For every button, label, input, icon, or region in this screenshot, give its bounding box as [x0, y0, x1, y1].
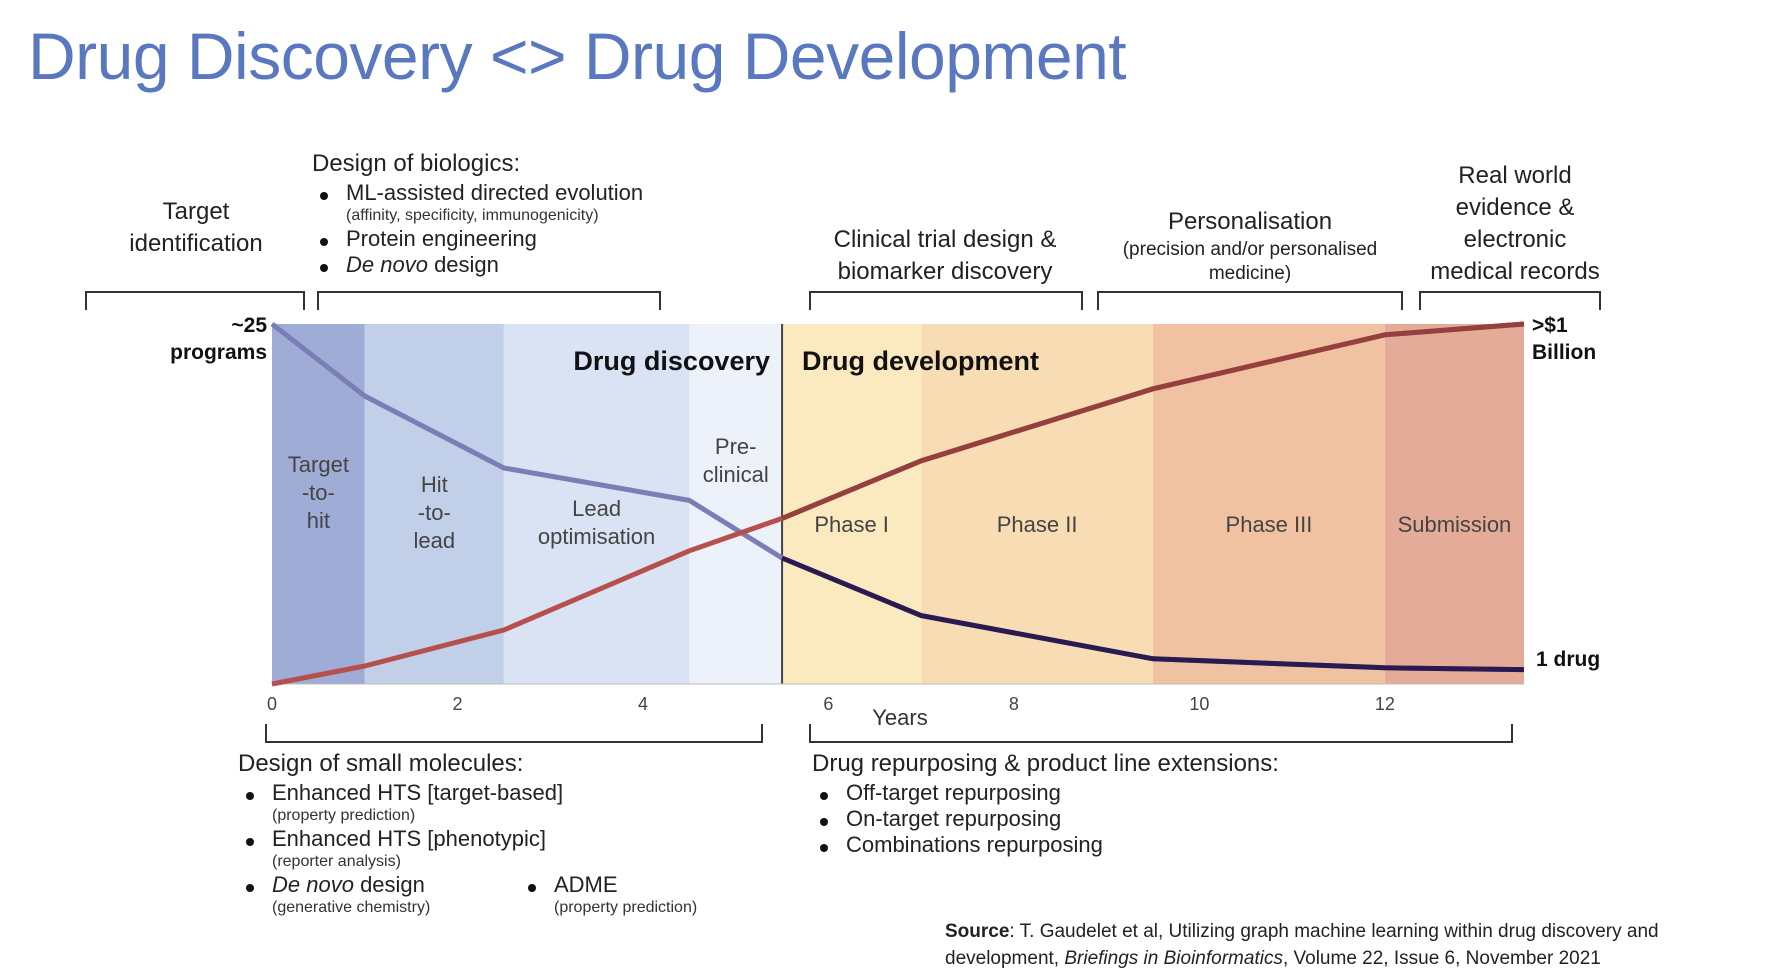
stage-label: Lead [572, 496, 621, 521]
stage-label: Target [288, 452, 349, 477]
stage-band-4 [782, 324, 922, 684]
stage-label: Phase III [1226, 512, 1313, 537]
list-item: De novo design [312, 252, 643, 278]
stage-band-5 [921, 324, 1154, 684]
stage-label: Phase I [814, 512, 889, 537]
stage-label: Hit [421, 472, 448, 497]
stage-label: Submission [1398, 512, 1512, 537]
drug-discovery-label: Drug discovery [573, 346, 770, 376]
right-top-value: >$1 [1532, 314, 1568, 337]
stage-label: hit [307, 508, 330, 533]
list-item: Enhanced HTS [phenotypic] (reporter anal… [238, 826, 563, 872]
list-item: De novo design (generative chemistry) [238, 872, 563, 918]
list-item: Off-target repurposing [812, 780, 1279, 806]
stage-label: optimisation [538, 524, 655, 549]
list-item: On-target repurposing [812, 806, 1279, 832]
x-tick-label: 4 [638, 694, 648, 714]
repurposing-section: Drug repurposing & product line extensio… [812, 748, 1279, 858]
x-ticks: 0 2 4 6 8 10 12 [267, 694, 1395, 714]
stage-label: Pre- [715, 434, 757, 459]
biologics-section: Design of biologics: ML-assisted directe… [312, 148, 643, 278]
stage-label: lead [413, 528, 455, 553]
stage-label: Phase II [997, 512, 1078, 537]
stage-band-7 [1384, 324, 1524, 684]
brackets [85, 291, 1601, 743]
real-world-evidence-header: Real world evidence & electronic medical… [1430, 162, 1600, 285]
left-top-unit: programs [170, 341, 267, 364]
bracket-personalisation [1097, 291, 1403, 310]
x-axis-label: Years [872, 705, 927, 730]
small-molecules-section: Design of small molecules: Enhanced HTS … [238, 748, 563, 918]
right-bottom-label: 1 drug [1536, 648, 1600, 671]
stage-label: clinical [703, 462, 769, 487]
target-identification-header: Target identification [129, 198, 263, 257]
repurposing-list: Off-target repurposing On-target repurpo… [812, 780, 1279, 858]
left-top-value: ~25 [231, 314, 267, 337]
x-tick-label: 2 [452, 694, 462, 714]
list-item: Combinations repurposing [812, 832, 1279, 858]
list-item: Protein engineering [312, 226, 643, 252]
small-molecules-list: Enhanced HTS [target-based] (property pr… [238, 780, 563, 918]
small-molecules-heading: Design of small molecules: [238, 750, 524, 777]
series-line-cost-development [781, 321, 1525, 521]
bracket-clinical-trial [809, 291, 1083, 310]
list-item: Enhanced HTS [target-based] (property pr… [238, 780, 563, 826]
stage-band-2 [503, 324, 690, 684]
biologics-list: ML-assisted directed evolution (affinity… [312, 180, 643, 278]
clinical-trial-header: Clinical trial design & biomarker discov… [833, 226, 1057, 285]
x-tick-label: 0 [267, 694, 277, 714]
series-line-programs-development [781, 555, 1525, 673]
bracket-biologics [317, 291, 661, 310]
stage-bands [272, 324, 1524, 684]
list-item: ADME (property prediction) [520, 872, 697, 918]
bracket-repurposing [809, 724, 1513, 743]
x-tick-label: 10 [1189, 694, 1209, 714]
personalisation-header: Personalisation (precision and/or person… [1122, 208, 1378, 284]
drug-development-label: Drug development [802, 346, 1039, 376]
bracket-real-world [1419, 291, 1601, 310]
stage-label: -to- [418, 500, 451, 525]
repurposing-heading: Drug repurposing & product line extensio… [812, 750, 1279, 777]
x-tick-label: 8 [1009, 694, 1019, 714]
stage-label: -to- [302, 480, 335, 505]
bracket-small-molecules [265, 724, 763, 743]
stage-labels: Target -to-hit Hit -to-lead Lead optimisation… [288, 434, 1512, 553]
right-top-unit: Billion [1532, 341, 1596, 364]
stage-band-3 [689, 324, 783, 684]
biologics-heading: Design of biologics: [312, 150, 521, 177]
stage-band-6 [1153, 324, 1385, 684]
source-citation: Source: T. Gaudelet et al, Utilizing gra… [945, 921, 1659, 969]
stage-band-1 [364, 324, 504, 684]
bracket-target-identification [85, 291, 305, 310]
page-title: Drug Discovery <> Drug Development [28, 19, 1127, 93]
x-tick-label: 12 [1375, 694, 1395, 714]
x-tick-label: 6 [823, 694, 833, 714]
list-item: ML-assisted directed evolution (affinity… [312, 180, 643, 226]
adme-item: ADME (property prediction) [520, 872, 697, 918]
